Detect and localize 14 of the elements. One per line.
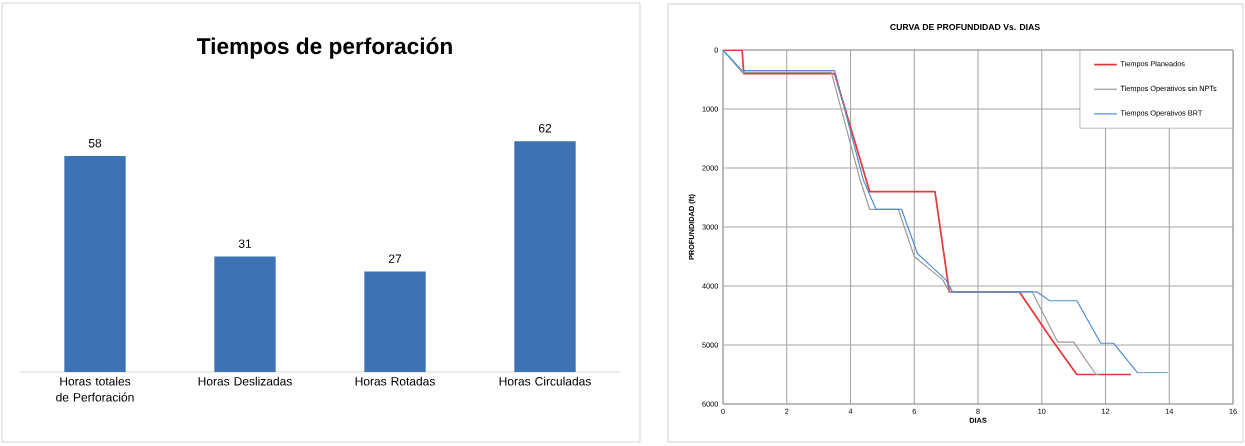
x-tick-label: Horas totales de Perforación bbox=[56, 376, 134, 402]
chart-title: Tiempos de perforación bbox=[196, 37, 452, 59]
bar bbox=[514, 141, 576, 372]
bar bbox=[364, 271, 426, 372]
x-tick-label: Horas Rotadas bbox=[355, 376, 435, 386]
data-label: 58 bbox=[88, 138, 102, 148]
chart-title: CURVA DE PROFUNDIDAD Vs. DIAS bbox=[890, 23, 1040, 31]
x-tick-label: Horas Deslizadas bbox=[198, 376, 292, 386]
bar bbox=[214, 256, 276, 372]
data-label: 31 bbox=[238, 239, 252, 248]
bar bbox=[64, 156, 126, 372]
data-label: 27 bbox=[388, 254, 402, 263]
data-label: 62 bbox=[538, 124, 552, 133]
x-tick-label: Horas Circuladas bbox=[499, 376, 591, 386]
